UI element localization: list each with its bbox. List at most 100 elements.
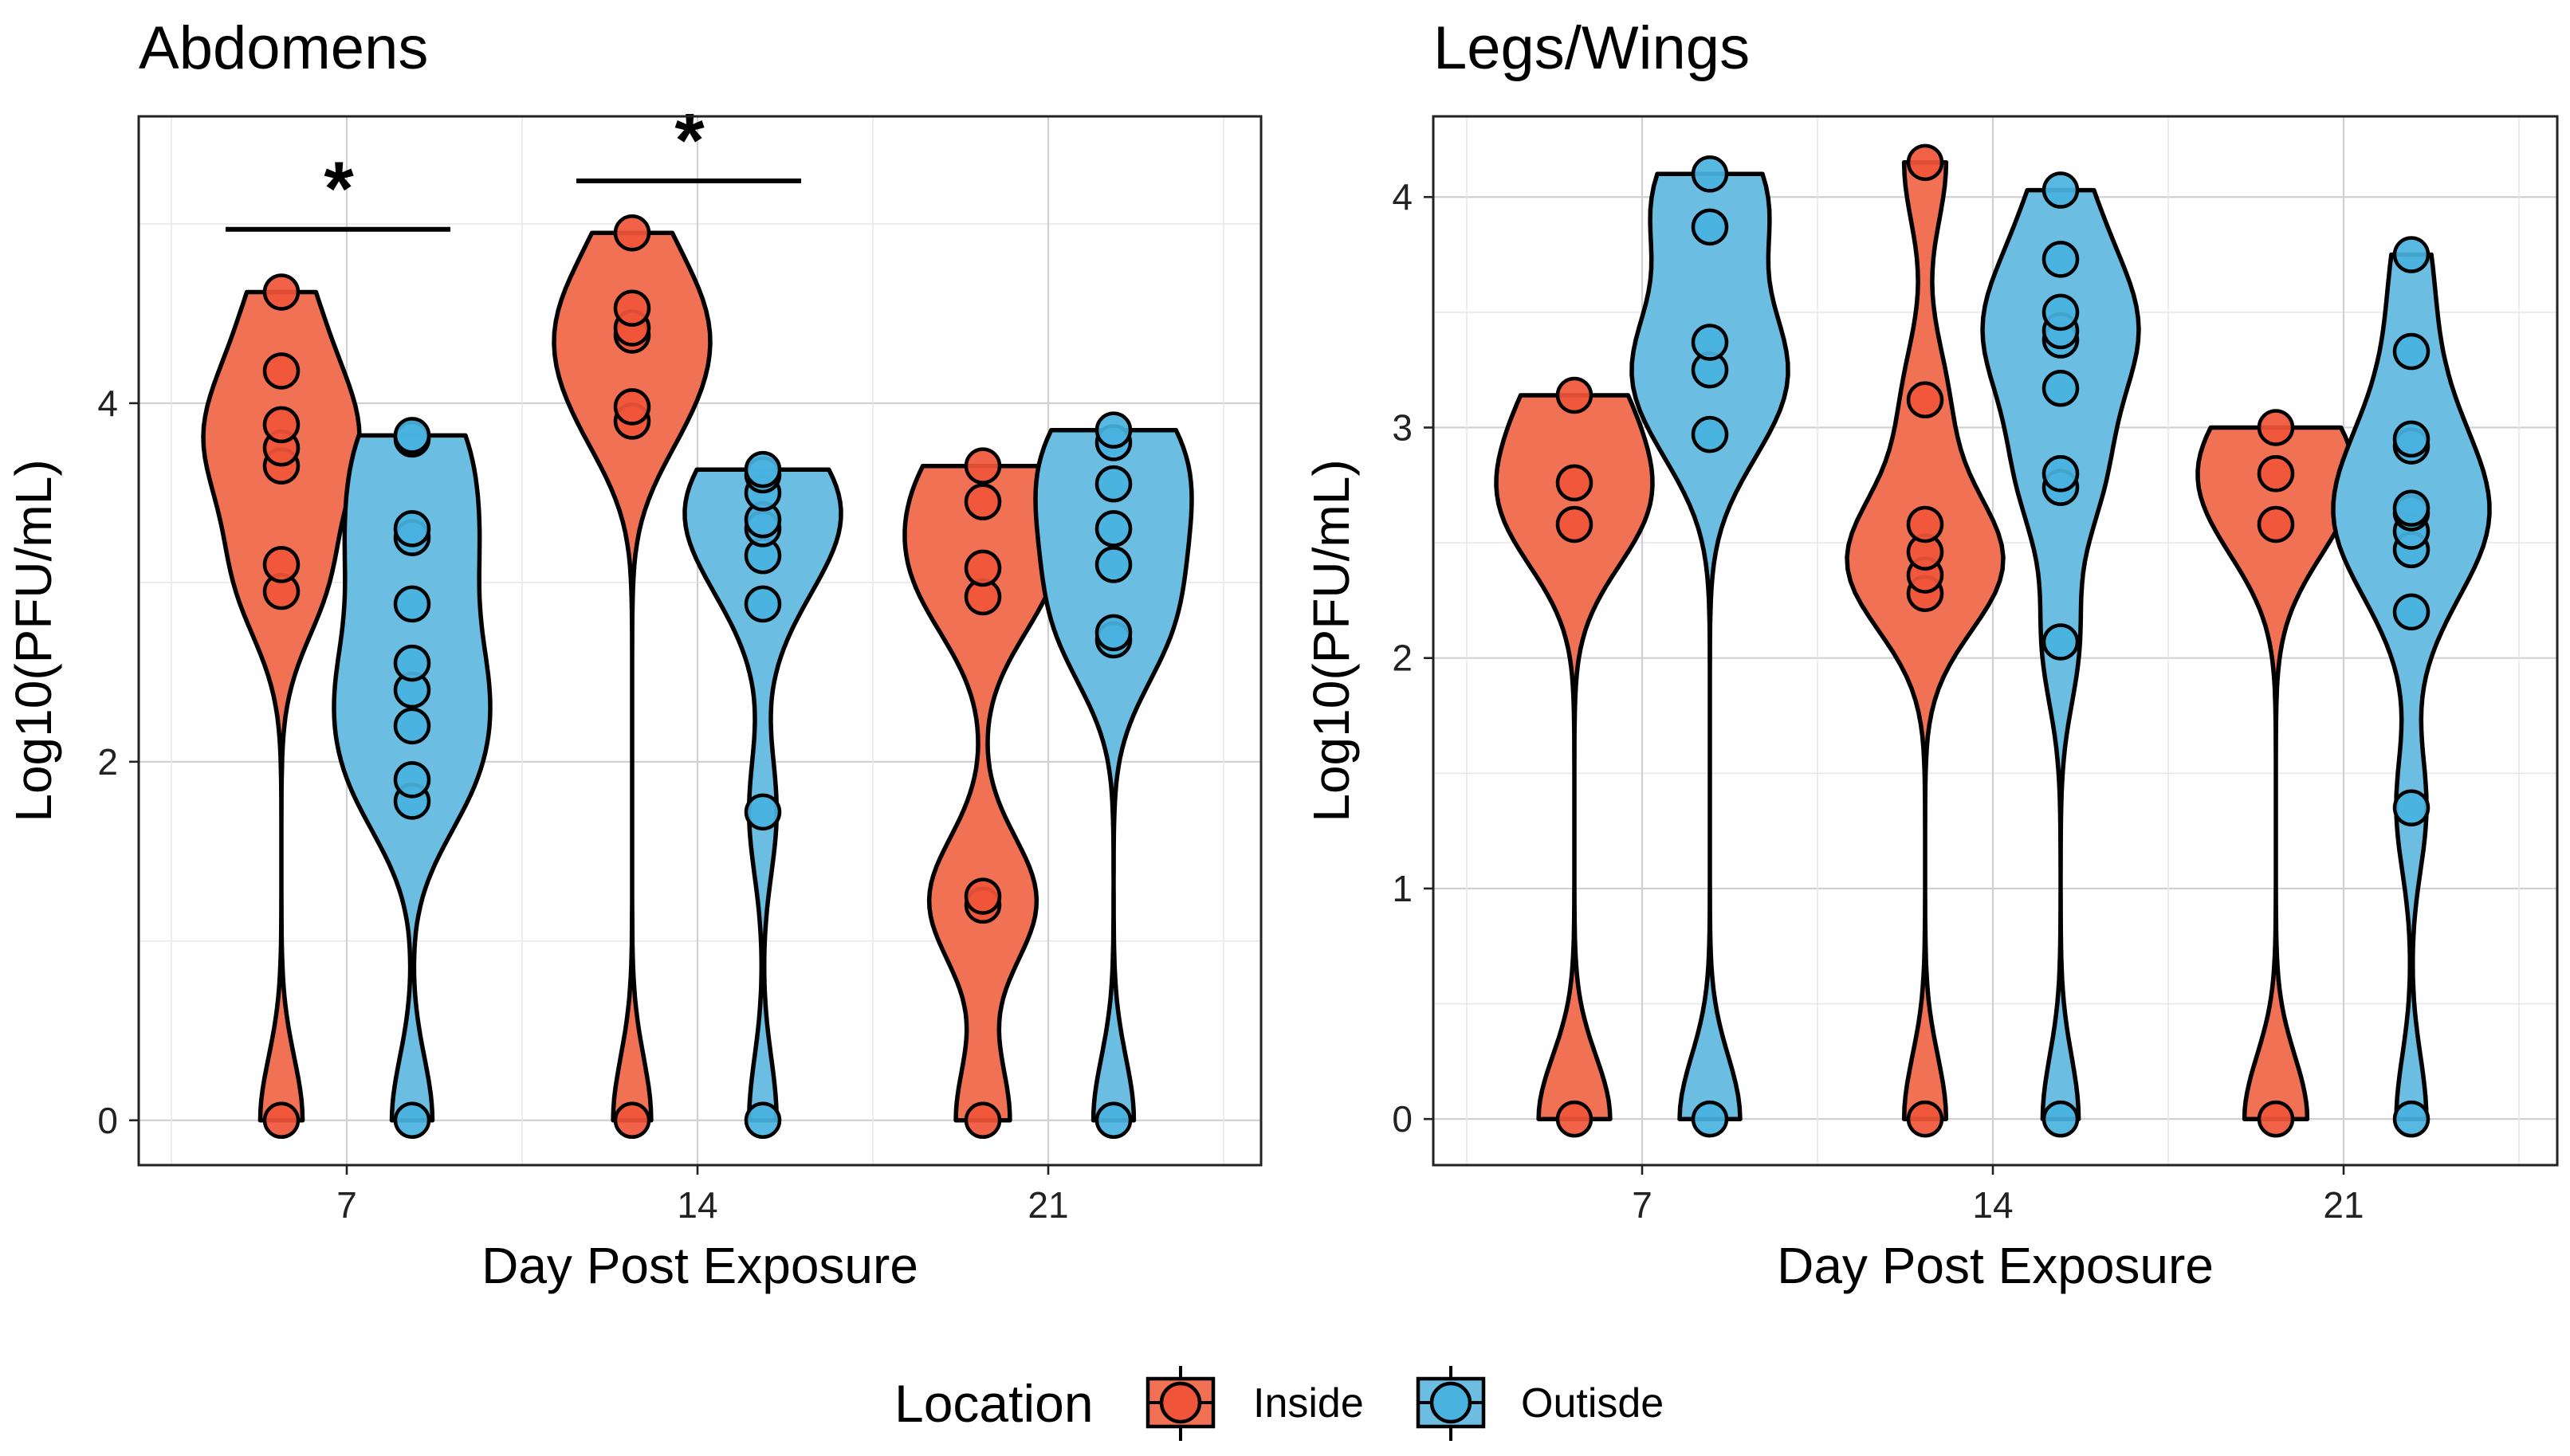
point-outside-day-14 <box>2041 171 2080 209</box>
violin-outside-day-21 <box>2331 252 2492 1121</box>
point-inside-day-21 <box>964 447 1002 485</box>
legend-point-inside <box>1159 1381 1202 1424</box>
x-tick-label: 21 <box>2323 1184 2364 1226</box>
legend-point-outside <box>1429 1381 1472 1424</box>
point-outside-day-21 <box>1094 614 1133 652</box>
point-outside-day-21 <box>1094 510 1133 547</box>
point-inside-day-21 <box>964 549 1002 587</box>
violin-inside-day-14 <box>1845 160 2006 1121</box>
point-outside-day-7 <box>393 707 431 745</box>
point-outside-day-14 <box>744 450 782 489</box>
point-outside-day-14 <box>2041 1100 2080 1138</box>
point-outside-day-14 <box>744 1101 782 1140</box>
point-inside-day-14 <box>1906 1100 1944 1138</box>
point-inside-day-7 <box>262 406 301 444</box>
x-tick-label: 7 <box>336 1184 357 1226</box>
point-outside-day-14 <box>744 585 782 623</box>
point-inside-day-21 <box>2257 409 2295 446</box>
x-tick-label: 7 <box>1632 1184 1652 1226</box>
y-axis-title: Log10(PFU/mL) <box>1303 459 1360 822</box>
panel-title: Legs/Wings <box>1433 14 1750 82</box>
point-outside-day-7 <box>393 1101 431 1140</box>
point-inside-day-7 <box>1555 376 1593 414</box>
point-outside-day-14 <box>2041 370 2080 407</box>
panel-frame <box>1432 115 2559 1167</box>
y-tick-label: 0 <box>97 1100 118 1141</box>
point-inside-day-14 <box>613 289 651 327</box>
point-inside-day-14 <box>1906 381 1944 419</box>
legend-key-outside: Outisde <box>1416 1366 1664 1441</box>
point-outside-day-21 <box>2392 236 2430 273</box>
point-outside-day-7 <box>1691 324 1729 361</box>
y-tick-label: 4 <box>1392 176 1413 218</box>
legend-label-outside: Outisde <box>1521 1380 1664 1427</box>
y-tick-label: 0 <box>1392 1098 1413 1140</box>
point-outside-day-21 <box>1094 546 1133 583</box>
point-outside-day-7 <box>1691 208 1729 246</box>
point-outside-day-21 <box>1094 1101 1133 1140</box>
point-outside-day-7 <box>1691 155 1729 193</box>
significance-star: * <box>324 147 354 232</box>
point-inside-day-14 <box>613 388 651 426</box>
point-outside-day-14 <box>2041 623 2080 661</box>
x-tick-label: 21 <box>1028 1184 1068 1226</box>
point-outside-day-21 <box>2392 789 2430 826</box>
panel-title: Abdomens <box>139 14 428 82</box>
legend-label-inside: Inside <box>1253 1380 1364 1427</box>
point-outside-day-7 <box>393 510 431 547</box>
point-inside-day-7 <box>262 1101 301 1140</box>
violin-inside-day-21 <box>902 463 1063 1123</box>
point-inside-day-7 <box>262 352 301 390</box>
point-outside-day-21 <box>2392 332 2430 371</box>
point-outside-day-21 <box>2392 420 2430 458</box>
x-axis-title: Day Post Exposure <box>481 1237 918 1294</box>
y-tick-label: 1 <box>1392 868 1413 909</box>
point-inside-day-21 <box>964 877 1002 915</box>
violin-inside-day-7 <box>201 289 362 1123</box>
panel-frame <box>137 115 1263 1167</box>
point-outside-day-14 <box>2041 241 2080 278</box>
panel-abdomens: Abdomens ** 024 7 14 21 Day Post Exposure … <box>5 14 1263 1294</box>
point-inside-day-21 <box>2257 455 2295 493</box>
point-inside-day-21 <box>2257 505 2295 544</box>
point-outside-day-7 <box>1691 415 1729 453</box>
y-axis-title: Log10(PFU/mL) <box>5 459 62 822</box>
violin-inside-day-7 <box>1494 393 1655 1121</box>
point-outside-day-14 <box>2041 293 2080 332</box>
point-outside-day-7 <box>393 644 431 682</box>
panel-legs-wings: Legs/Wings 0 1 2 3 4 7 14 21 Day Post Exposure… <box>1303 14 2559 1294</box>
y-tick-label: 4 <box>97 383 118 424</box>
y-tick-label: 2 <box>97 741 118 783</box>
point-inside-day-21 <box>964 483 1002 520</box>
point-inside-day-7 <box>262 273 301 311</box>
x-tick-label: 14 <box>1972 1184 2013 1226</box>
point-inside-day-14 <box>1906 143 1944 182</box>
violin-outside-day-7 <box>1629 171 1790 1121</box>
point-outside-day-21 <box>1094 411 1133 449</box>
point-outside-day-21 <box>2392 1100 2430 1138</box>
violin-outside-day-21 <box>1033 427 1194 1123</box>
point-inside-day-14 <box>1906 505 1944 544</box>
point-outside-day-21 <box>2392 489 2430 527</box>
point-outside-day-21 <box>1094 465 1133 503</box>
x-axis-title: Day Post Exposure <box>1777 1237 2214 1294</box>
point-inside-day-14 <box>613 1101 651 1140</box>
legend-title: Location <box>894 1374 1094 1433</box>
point-inside-day-21 <box>964 1101 1002 1140</box>
point-outside-day-7 <box>1691 1100 1729 1138</box>
point-inside-day-7 <box>262 546 301 583</box>
point-outside-day-7 <box>393 761 431 799</box>
point-outside-day-21 <box>2392 593 2430 631</box>
y-tick-label: 3 <box>1392 406 1413 448</box>
point-inside-day-14 <box>613 214 651 252</box>
point-inside-day-7 <box>1555 1100 1593 1138</box>
legend-key-inside: Inside <box>1145 1366 1364 1441</box>
point-inside-day-7 <box>1555 505 1593 544</box>
point-outside-day-14 <box>2041 455 2080 493</box>
point-outside-day-14 <box>744 793 782 831</box>
point-outside-day-7 <box>393 585 431 623</box>
legend: Location Inside Outisde <box>894 1366 1664 1441</box>
significance-star: * <box>674 98 705 183</box>
point-inside-day-7 <box>1555 464 1593 502</box>
